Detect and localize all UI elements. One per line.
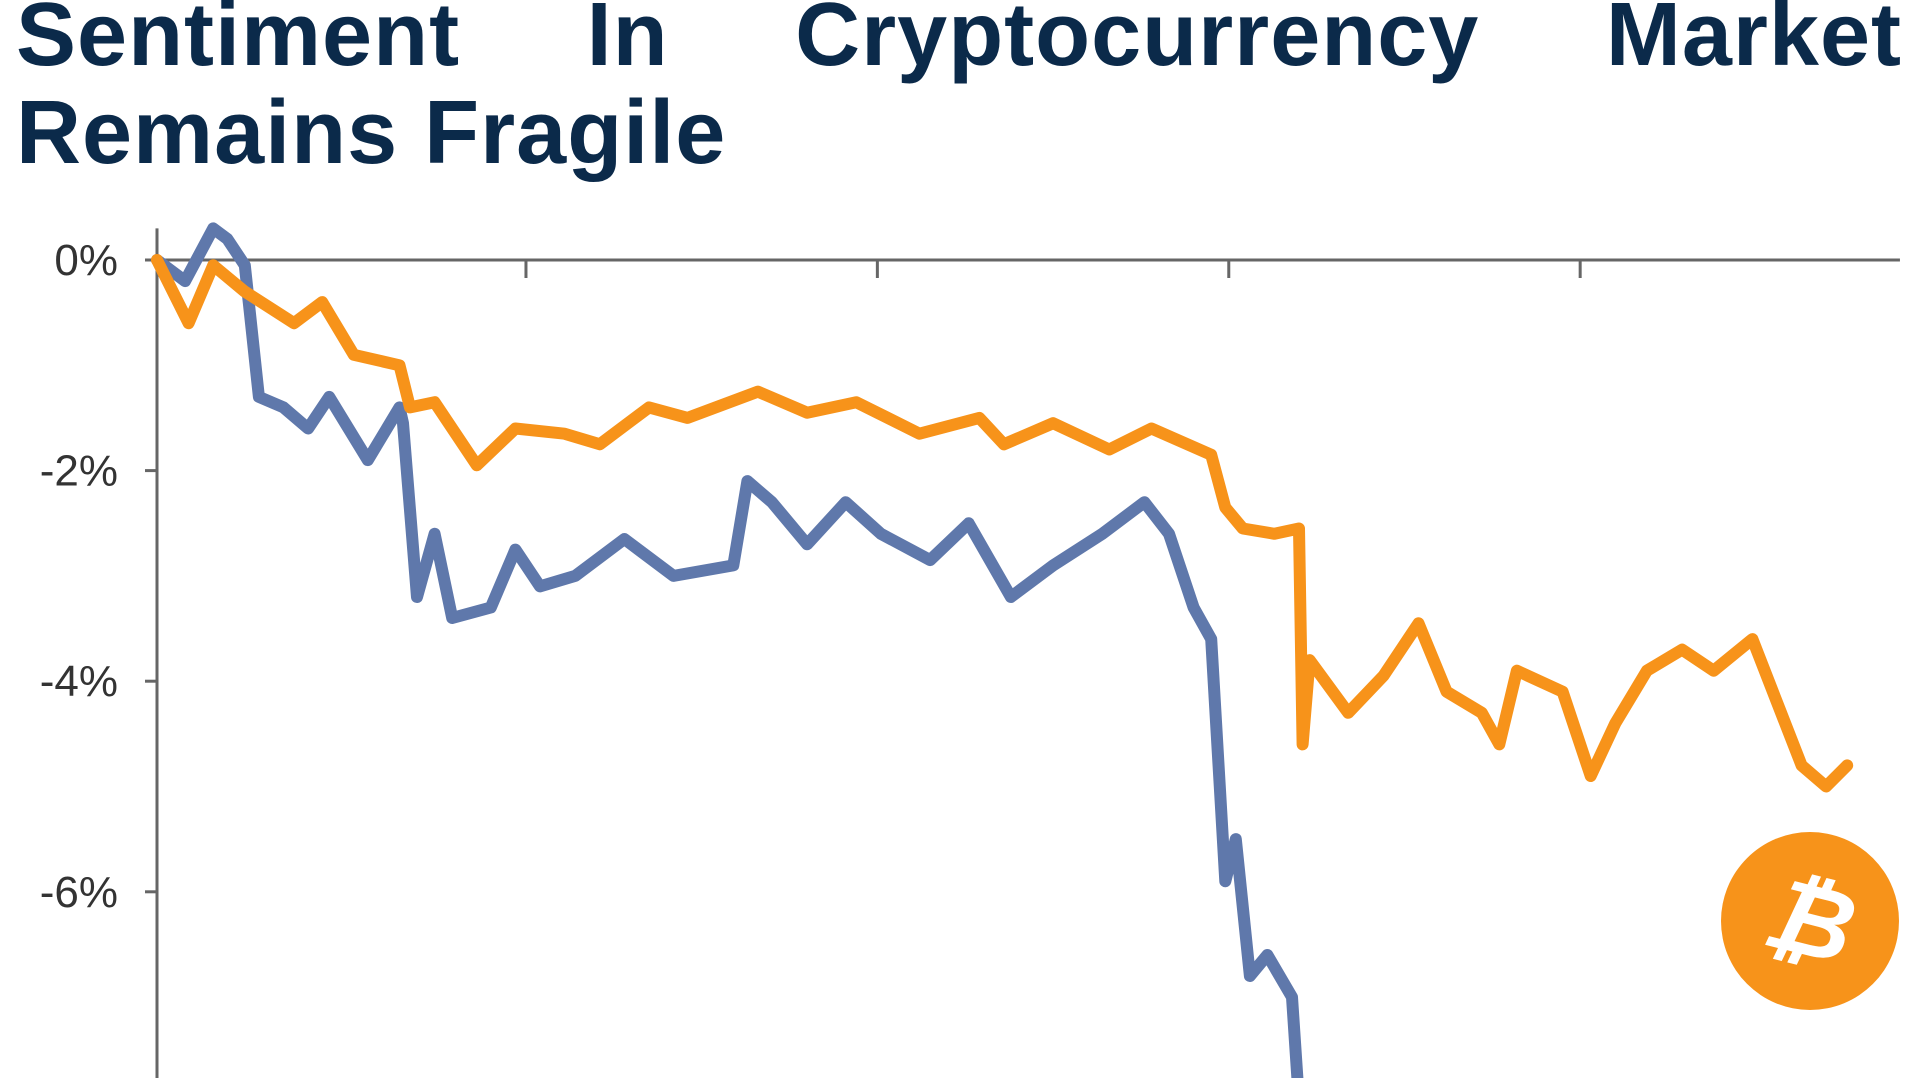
chart-title: Sentiment In Cryptocurrency Market Remai…: [16, 0, 1902, 183]
y-tick-label: -4%: [40, 657, 118, 706]
y-tick-label: -2%: [40, 447, 118, 496]
bitcoin-logo: ₿: [1721, 832, 1899, 1010]
series-line: [151, 222, 1304, 1078]
y-tick-label: 0%: [54, 236, 118, 285]
series-line: [151, 254, 1854, 793]
y-tick-label: -6%: [40, 868, 118, 917]
